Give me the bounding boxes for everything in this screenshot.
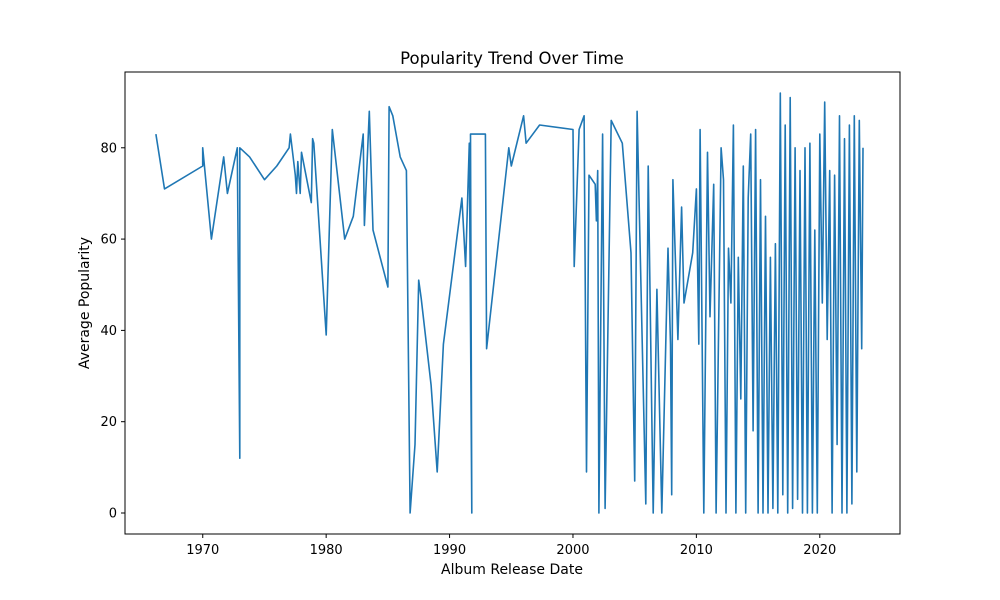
x-tick-label: 2010 [680,543,713,558]
x-tick-label: 2020 [803,543,836,558]
series-line-popularity [155,92,864,514]
chart-title: Popularity Trend Over Time [400,49,624,68]
y-axis: 0 20 40 60 80 [100,141,125,522]
x-tick-label: 2000 [556,543,589,558]
x-tick-label: 1980 [310,543,343,558]
plot-frame [124,71,901,535]
y-tick-label: 0 [109,507,117,522]
y-tick-label: 40 [100,324,117,339]
x-axis: 1970 1980 1990 2000 2010 2020 [186,534,836,558]
y-tick-label: 60 [100,233,117,248]
x-axis-label: Album Release Date [441,562,583,578]
y-axis-label: Average Popularity [77,237,93,369]
y-tick-label: 20 [100,415,117,430]
x-tick-label: 1970 [186,543,219,558]
x-tick-label: 1990 [433,543,466,558]
y-tick-label: 80 [100,141,117,156]
